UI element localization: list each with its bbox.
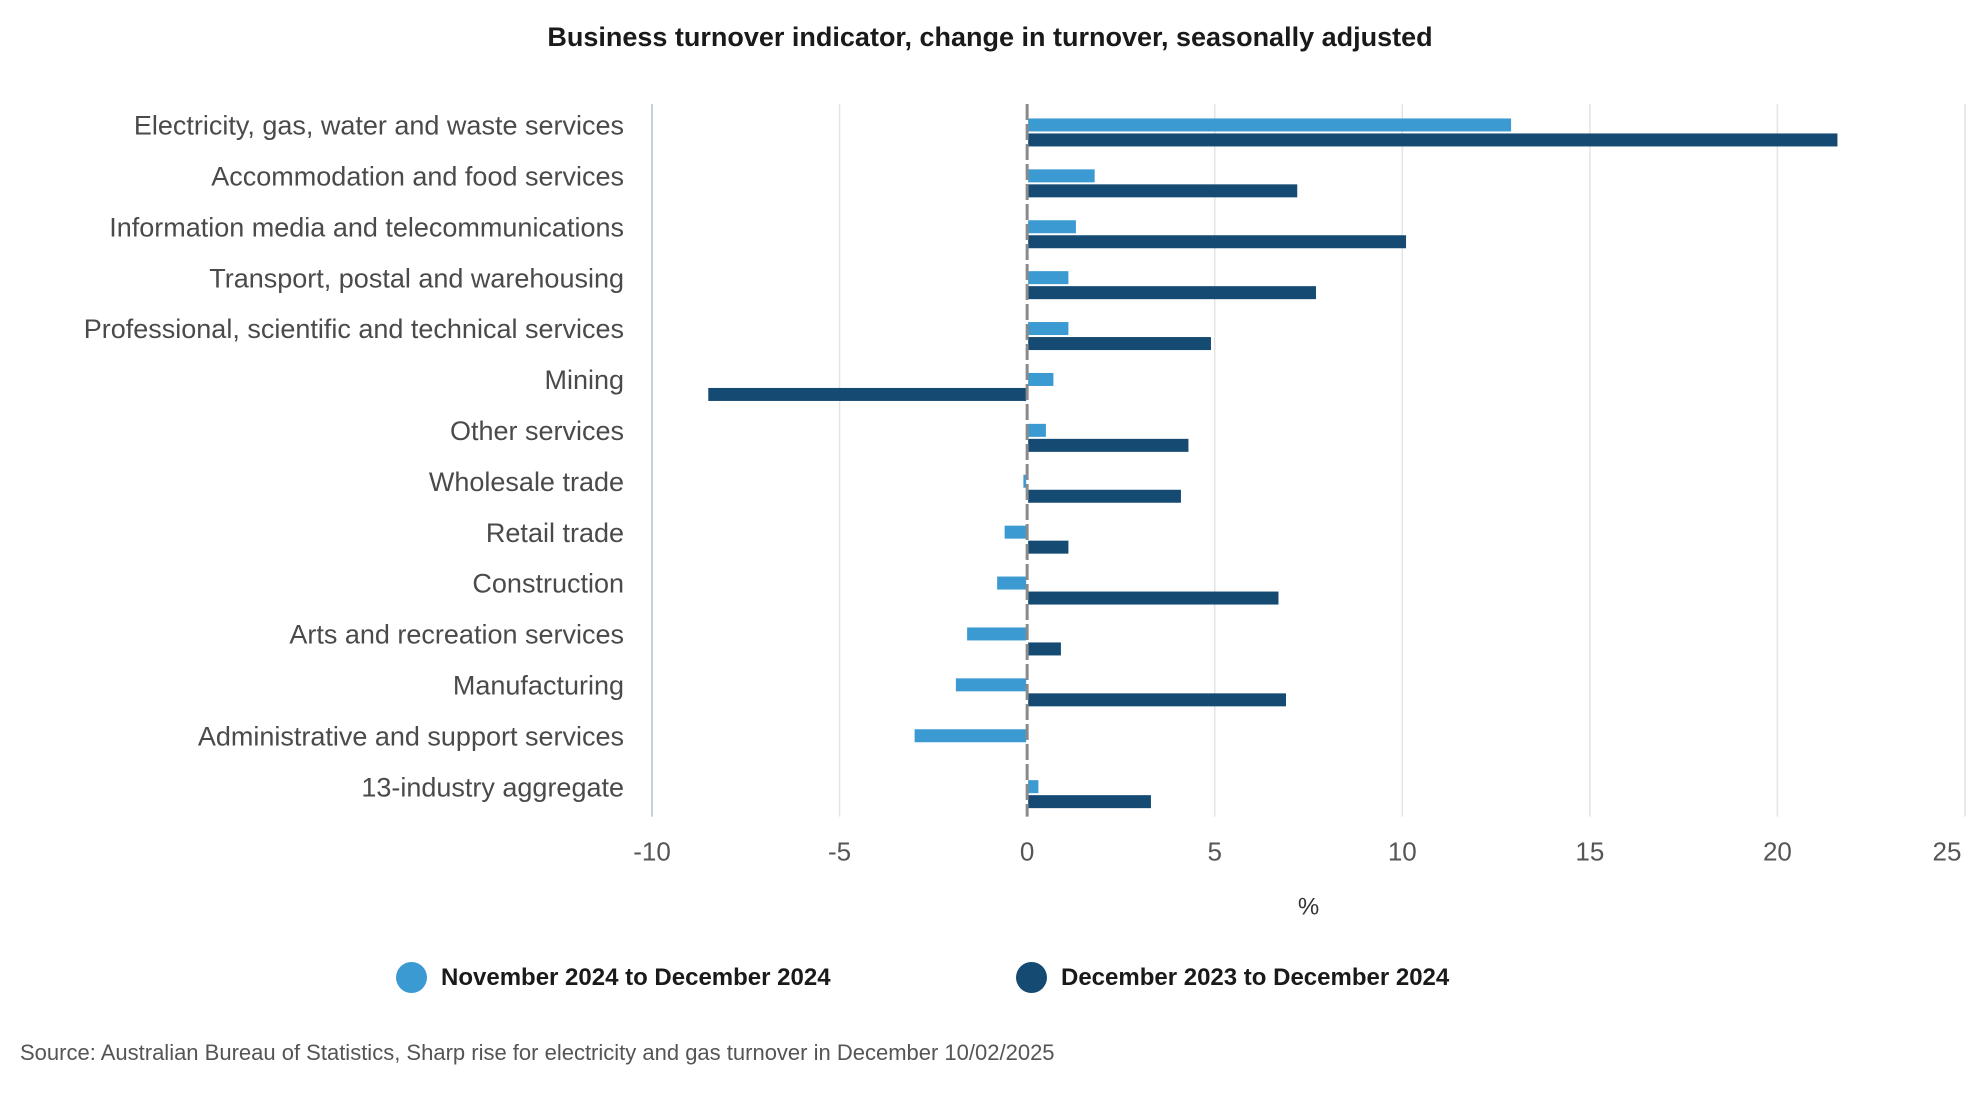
category-label: Manufacturing	[453, 670, 624, 700]
category-label: Professional, scientific and technical s…	[84, 314, 624, 344]
legend: November 2024 to December 2024 December …	[0, 962, 1980, 1012]
bar[interactable]	[1028, 286, 1317, 300]
x-tick-label: 20	[1763, 837, 1792, 867]
category-label: Wholesale trade	[429, 467, 624, 497]
bar[interactable]	[1028, 489, 1181, 503]
bar[interactable]	[997, 576, 1027, 590]
legend-label: December 2023 to December 2024	[1061, 963, 1450, 991]
x-tick-label: -10	[633, 837, 671, 867]
bar[interactable]	[955, 678, 1027, 692]
x-tick-label: -5	[828, 837, 851, 867]
bar[interactable]	[1028, 423, 1046, 437]
bar[interactable]	[1004, 525, 1027, 539]
source-note: Source: Australian Bureau of Statistics,…	[20, 1040, 1055, 1065]
legend-marker-icon	[1016, 962, 1047, 993]
legend-label: November 2024 to December 2024	[441, 963, 831, 991]
bar[interactable]	[1028, 372, 1054, 386]
bar[interactable]	[1028, 133, 1838, 147]
bars	[708, 118, 1838, 809]
category-label: Transport, postal and warehousing	[209, 263, 624, 293]
bar[interactable]	[1028, 235, 1407, 249]
bar[interactable]	[1028, 795, 1151, 809]
bar[interactable]	[1028, 220, 1076, 234]
category-label: Electricity, gas, water and waste servic…	[134, 111, 624, 141]
bar[interactable]	[1028, 322, 1069, 336]
x-axis-title: %	[1298, 894, 1319, 921]
bar[interactable]	[1028, 780, 1039, 794]
category-label: Other services	[450, 416, 624, 446]
bar[interactable]	[1028, 169, 1095, 183]
bar[interactable]	[1028, 118, 1512, 132]
category-label: Accommodation and food services	[211, 161, 624, 191]
category-labels: Electricity, gas, water and waste servic…	[84, 111, 624, 803]
x-tick-label: 10	[1388, 837, 1417, 867]
legend-item-nov[interactable]: November 2024 to December 2024	[396, 962, 831, 993]
category-label: Construction	[472, 569, 624, 599]
category-label: Arts and recreation services	[289, 620, 624, 650]
x-tick-label: 0	[1020, 837, 1034, 867]
legend-marker-icon	[396, 962, 427, 993]
bar[interactable]	[1028, 642, 1061, 656]
category-label: 13-industry aggregate	[361, 772, 624, 802]
bar[interactable]	[1028, 337, 1211, 351]
bar[interactable]	[1028, 693, 1286, 707]
category-label: Mining	[544, 365, 624, 395]
legend-item-dec[interactable]: December 2023 to December 2024	[1016, 962, 1449, 993]
bar[interactable]	[1028, 184, 1298, 198]
bar[interactable]	[1023, 474, 1027, 488]
bar[interactable]	[708, 387, 1027, 401]
bar[interactable]	[914, 729, 1027, 743]
gridlines	[651, 104, 1966, 817]
bar[interactable]	[1028, 540, 1069, 554]
x-tick-labels: -10 -5 0 5 10 15 20 25	[633, 837, 1961, 867]
category-label: Administrative and support services	[198, 721, 624, 751]
chart-title: Business turnover indicator, change in t…	[547, 22, 1433, 52]
x-tick-label: 25	[1933, 837, 1962, 867]
bar[interactable]	[1028, 271, 1069, 285]
bar[interactable]	[967, 627, 1027, 641]
x-tick-label: 15	[1575, 837, 1604, 867]
category-label: Retail trade	[486, 518, 624, 548]
category-label: Information media and telecommunications	[109, 212, 624, 242]
bar[interactable]	[1028, 591, 1279, 605]
x-tick-label: 5	[1207, 837, 1221, 867]
bar[interactable]	[1028, 438, 1189, 452]
